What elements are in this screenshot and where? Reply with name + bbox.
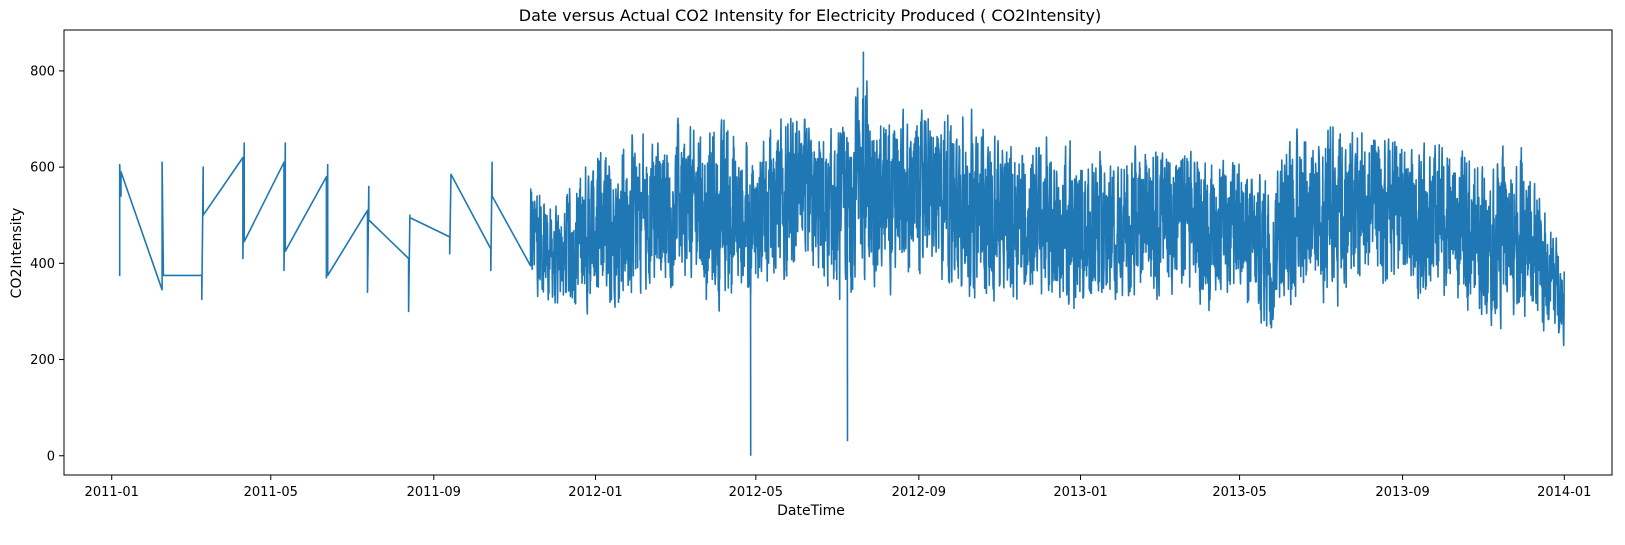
x-tick-label: 2013-09 xyxy=(1375,485,1429,500)
x-tick-label: 2011-05 xyxy=(244,485,298,500)
y-tick-label: 200 xyxy=(30,353,55,368)
y-axis-label: CO2Intensity xyxy=(9,208,25,299)
y-tick-label: 0 xyxy=(47,449,55,464)
y-axis-ticks: 0 200 400 600 800 xyxy=(30,64,64,464)
x-tick-label: 2011-01 xyxy=(85,485,139,500)
y-tick-label: 800 xyxy=(30,64,55,79)
spikes-group xyxy=(749,51,865,456)
x-tick-label: 2012-05 xyxy=(729,485,783,500)
x-axis-label: DateTime xyxy=(777,503,845,519)
series-line-co2intensity xyxy=(118,80,1565,347)
x-axis-ticks: 2011-01 2011-05 2011-09 2012-01 2012-05 2012-… xyxy=(85,475,1591,500)
x-tick-label: 2012-09 xyxy=(892,485,946,500)
plot-frame xyxy=(63,29,1613,476)
x-tick-label: 2013-05 xyxy=(1212,485,1266,500)
x-tick-label: 2014-01 xyxy=(1537,485,1591,500)
x-tick-label: 2013-01 xyxy=(1053,485,1107,500)
x-tick-label: 2012-01 xyxy=(568,485,622,500)
chart-title: Date versus Actual CO2 Intensity for Ele… xyxy=(519,6,1101,25)
y-tick-label: 600 xyxy=(30,161,55,176)
y-tick-label: 400 xyxy=(30,257,55,272)
x-tick-label: 2011-09 xyxy=(407,485,461,500)
